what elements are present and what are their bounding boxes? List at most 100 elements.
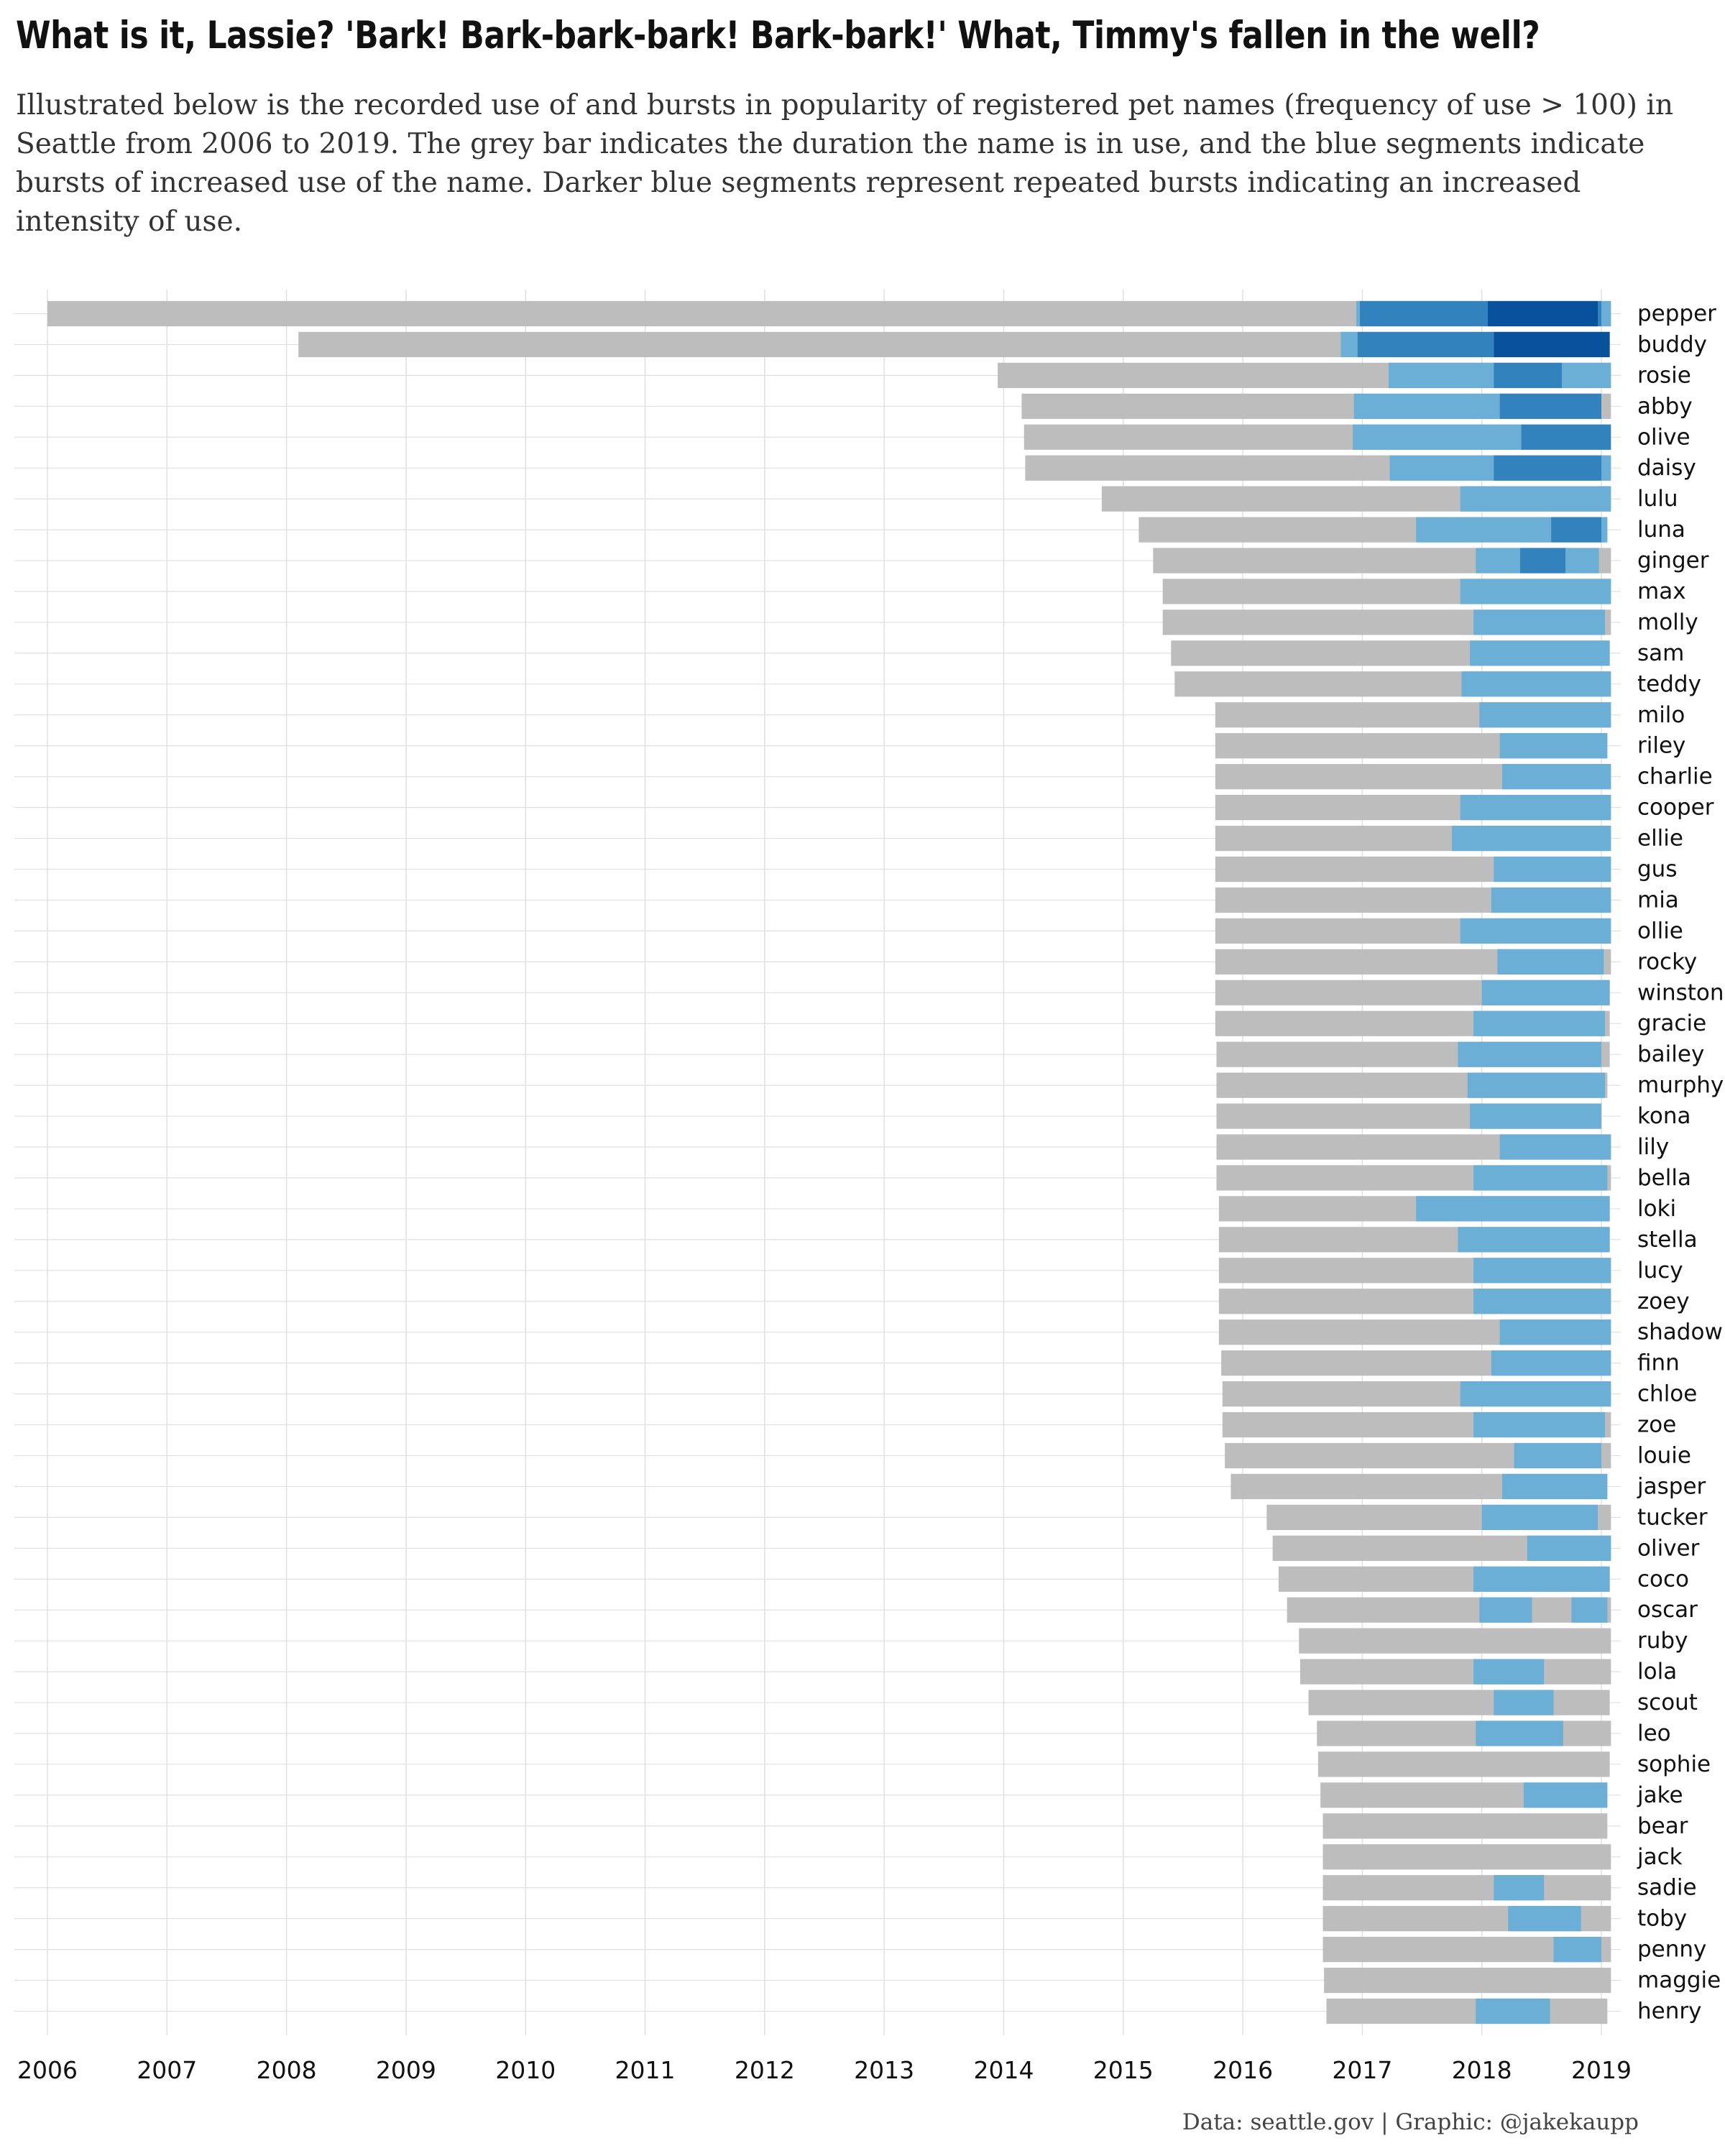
burst-segment-rosie-3	[1562, 362, 1611, 388]
name-label-leo: leo	[1637, 1720, 1671, 1746]
tick-label-2011: 2011	[615, 2056, 676, 2084]
burst-segment-chloe-1	[1460, 1381, 1611, 1407]
name-label-teddy: teddy	[1637, 671, 1701, 697]
name-label-milo: milo	[1637, 702, 1685, 728]
name-label-winston: winston	[1637, 980, 1724, 1005]
burst-segment-molly-1	[1473, 609, 1605, 635]
name-label-murphy: murphy	[1637, 1072, 1724, 1098]
name-label-jack: jack	[1637, 1844, 1683, 1870]
tick-label-2015: 2015	[1093, 2056, 1154, 2084]
name-label-olive: olive	[1637, 424, 1690, 450]
chart-caption: Data: seattle.gov | Graphic: @jakekaupp	[1182, 2109, 1639, 2135]
burst-segment-mia-1	[1491, 887, 1611, 913]
name-label-kona: kona	[1637, 1103, 1690, 1129]
burst-segment-gracie-1	[1473, 1010, 1605, 1036]
name-label-bear: bear	[1637, 1813, 1688, 1839]
chart-title: What is it, Lassie? 'Bark! Bark-bark-bar…	[16, 14, 1540, 57]
burst-segment-cooper-1	[1460, 795, 1611, 821]
burst-segment-oliver-1	[1527, 1535, 1611, 1561]
name-label-rosie: rosie	[1637, 362, 1691, 388]
burst-segment-bella-1	[1473, 1165, 1608, 1191]
burst-segment-ginger-3	[1565, 548, 1599, 573]
burst-segment-zoey-1	[1473, 1289, 1611, 1314]
usage-bar-bear	[1322, 1813, 1608, 1839]
name-label-louie: louie	[1637, 1442, 1691, 1468]
burst-segment-lucy-1	[1473, 1258, 1611, 1284]
usage-bar-sophie	[1317, 1751, 1610, 1777]
name-label-gus: gus	[1637, 857, 1677, 883]
usage-bar-ruby	[1299, 1628, 1611, 1654]
name-label-mia: mia	[1637, 887, 1679, 913]
tick-label-2008: 2008	[257, 2056, 317, 2084]
burst-segment-bailey-1	[1458, 1041, 1601, 1067]
name-label-ginger: ginger	[1637, 548, 1709, 573]
burst-segment-charlie-1	[1501, 764, 1611, 790]
tick-label-2014: 2014	[973, 2056, 1034, 2084]
name-label-bella: bella	[1637, 1165, 1691, 1191]
burst-segment-rosie-1	[1388, 362, 1494, 388]
name-label-zoey: zoey	[1637, 1289, 1690, 1314]
usage-bar-maggie	[1324, 1967, 1611, 1994]
burst-segment-luna-3	[1601, 517, 1608, 543]
burst-segment-riley-1	[1499, 733, 1608, 759]
name-label-rocky: rocky	[1637, 949, 1697, 975]
burst-segment-louie-1	[1514, 1442, 1601, 1469]
usage-bar-scout	[1308, 1690, 1610, 1715]
name-label-sadie: sadie	[1637, 1875, 1697, 1901]
burst-segment-pepper-5	[1601, 300, 1611, 327]
name-label-tucker: tucker	[1637, 1504, 1708, 1530]
usage-bar-sadie	[1322, 1875, 1611, 1901]
burst-segment-luna-1	[1416, 517, 1552, 543]
name-label-finn: finn	[1637, 1350, 1680, 1376]
tick-label-2018: 2018	[1452, 2056, 1512, 2084]
burst-segment-lola-1	[1473, 1659, 1545, 1685]
burst-segment-olive-2	[1521, 424, 1611, 450]
burst-segment-sadie-1	[1494, 1875, 1545, 1901]
name-label-oliver: oliver	[1637, 1535, 1700, 1561]
name-label-luna: luna	[1637, 517, 1685, 543]
name-label-ellie: ellie	[1637, 826, 1683, 852]
name-label-penny: penny	[1637, 1937, 1706, 1963]
burst-segment-buddy-3	[1494, 331, 1610, 358]
x-axis-ticks: 2006 2007 2008 2009 2010 2011 2012 2013 2014 2015…	[17, 2056, 1632, 2084]
burst-segment-olive-1	[1353, 424, 1522, 450]
tick-label-2012: 2012	[735, 2056, 795, 2084]
name-label-max: max	[1637, 579, 1686, 604]
burst-segment-daisy-1	[1389, 455, 1494, 481]
burst-segment-loki-1	[1416, 1196, 1610, 1222]
name-label-scout: scout	[1637, 1690, 1698, 1715]
name-label-cooper: cooper	[1637, 795, 1714, 821]
burst-segment-jasper-1	[1501, 1473, 1608, 1500]
burst-segment-tucker-1	[1481, 1504, 1598, 1530]
tick-label-2006: 2006	[17, 2056, 78, 2084]
usage-bar-henry	[1326, 1998, 1608, 2024]
burst-segment-luna-2	[1551, 517, 1601, 543]
burst-segment-pepper-3	[1488, 300, 1598, 327]
burst-segment-lily-1	[1499, 1134, 1611, 1160]
burst-segment-pepper-4	[1598, 300, 1601, 327]
burst-segment-penny-1	[1553, 1937, 1601, 1963]
name-label-lulu: lulu	[1637, 486, 1678, 512]
burst-segment-daisy-2	[1494, 455, 1601, 481]
burst-segment-rocky-1	[1497, 949, 1604, 975]
tick-label-2009: 2009	[376, 2056, 436, 2084]
burst-segment-teddy-1	[1461, 671, 1611, 697]
name-label-lola: lola	[1637, 1659, 1677, 1685]
usage-bar-leo	[1317, 1720, 1611, 1746]
burst-segment-murphy-1	[1467, 1072, 1605, 1098]
burst-segment-toby-1	[1508, 1906, 1581, 1932]
tick-label-2013: 2013	[854, 2056, 914, 2084]
tick-label-2010: 2010	[495, 2056, 556, 2084]
burst-segment-oscar-1	[1479, 1597, 1532, 1623]
burst-segment-scout-1	[1494, 1690, 1554, 1715]
burst-segment-abby-2	[1499, 393, 1601, 419]
burst-segment-coco-1	[1473, 1566, 1610, 1592]
name-label-gracie: gracie	[1637, 1010, 1706, 1036]
tick-label-2016: 2016	[1213, 2056, 1273, 2084]
burst-segment-stella-1	[1458, 1227, 1610, 1253]
name-label-jake: jake	[1637, 1782, 1683, 1808]
burst-segment-milo-1	[1479, 702, 1611, 728]
name-label-riley: riley	[1637, 733, 1685, 759]
usage-bar-lola	[1300, 1659, 1611, 1685]
